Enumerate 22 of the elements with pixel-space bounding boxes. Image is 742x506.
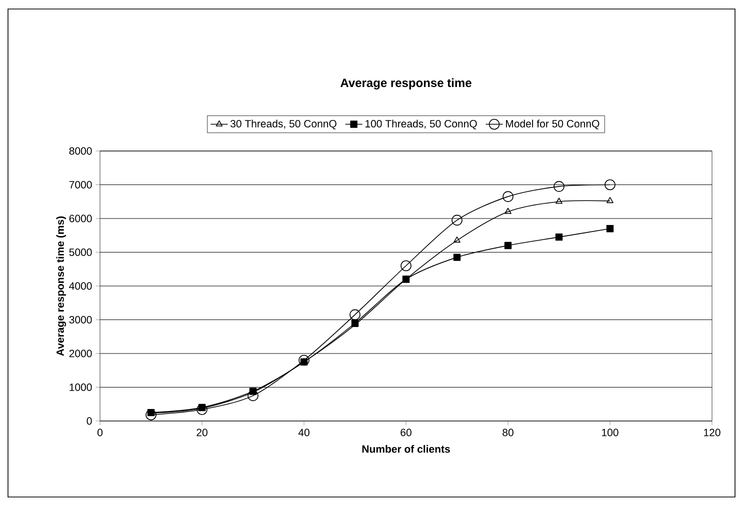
y-tick-label: 6000 (69, 214, 92, 222)
y-tick-label: 5000 (69, 248, 92, 256)
legend-label: Model for 50 ConnQ (506, 120, 600, 130)
y-tick-label: 7000 (69, 181, 92, 188)
y-axis-title: Average response time (ms) (56, 216, 66, 356)
x-tick-label: 20 (196, 428, 208, 436)
y-tick-label: 0 (86, 417, 92, 425)
y-tick-label: 3000 (69, 316, 92, 324)
x-tick-label: 60 (400, 428, 412, 436)
legend-label: 100 Threads, 50 ConnQ (366, 120, 477, 130)
x-tick-label: 40 (298, 428, 310, 436)
chart-title: Average response time (340, 78, 472, 90)
legend-label: 30 Threads, 50 ConnQ (230, 120, 336, 130)
x-tick-label: 0 (97, 428, 102, 436)
y-tick-label: 4000 (69, 282, 92, 290)
x-tick-label: 80 (502, 428, 514, 436)
y-tick-label: 8000 (69, 147, 92, 155)
x-tick-label: 120 (704, 428, 720, 436)
y-tick-label: 2000 (69, 350, 92, 358)
x-axis-title: Number of clients (362, 445, 450, 453)
x-tick-label: 100 (602, 428, 618, 436)
y-tick-label: 1000 (70, 384, 92, 391)
